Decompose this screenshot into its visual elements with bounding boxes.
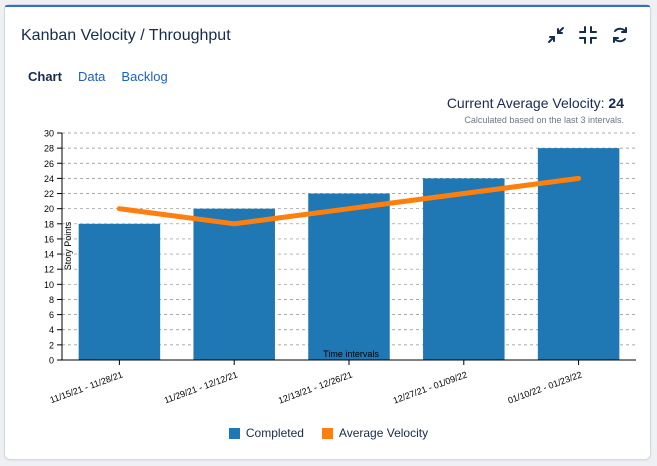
legend-swatch-completed <box>228 427 240 439</box>
y-tick-label: 10 <box>44 280 54 290</box>
y-tick-label: 8 <box>49 295 54 305</box>
y-tick-label: 16 <box>44 234 54 244</box>
x-tick-label: 12/27/21 - 01/09/22 <box>392 369 469 405</box>
chart-legend: Completed Average Velocity <box>5 426 652 440</box>
y-tick-label: 4 <box>49 325 54 335</box>
bar-completed <box>78 223 161 360</box>
x-tick-label: 11/15/21 - 11/28/21 <box>49 369 125 405</box>
fullscreen-exit-icon[interactable] <box>578 25 598 45</box>
tab-chart[interactable]: Chart <box>28 69 62 84</box>
x-axis-title: Time intervals <box>323 349 379 359</box>
view-tabs: Chart Data Backlog <box>28 69 168 84</box>
y-tick-label: 20 <box>44 204 54 214</box>
y-tick-label: 30 <box>44 129 54 139</box>
x-tick-label: 11/29/21 - 12/12/21 <box>163 369 239 405</box>
current-velocity-value: 24 <box>608 95 624 111</box>
velocity-widget: Kanban Velocity / Throughput Chart Data … <box>4 4 651 460</box>
widget-toolbar <box>546 25 630 45</box>
bar-completed <box>193 208 275 360</box>
y-tick-label: 22 <box>44 189 54 199</box>
tab-backlog[interactable]: Backlog <box>121 69 168 84</box>
collapse-icon[interactable] <box>546 25 566 45</box>
y-axis-title: Story Points <box>63 221 73 270</box>
accent-bar <box>5 5 650 7</box>
legend-item-average[interactable]: Average Velocity <box>321 426 429 440</box>
x-tick-label: 12/13/21 - 12/26/21 <box>277 369 354 405</box>
bar-completed <box>423 178 505 360</box>
legend-item-completed[interactable]: Completed <box>228 426 304 440</box>
y-tick-label: 26 <box>44 159 54 169</box>
tab-data[interactable]: Data <box>77 69 106 84</box>
line-average-velocity <box>116 175 582 227</box>
velocity-note: Calculated based on the last 3 intervals… <box>464 115 624 125</box>
current-velocity-label: Current Average Velocity: <box>446 95 609 111</box>
legend-swatch-average <box>321 427 333 439</box>
y-tick-label: 14 <box>44 250 54 260</box>
legend-label-average: Average Velocity <box>338 426 429 440</box>
y-tick-label: 12 <box>44 265 54 275</box>
x-tick-label: 01/10/22 - 01/23/22 <box>506 369 583 405</box>
y-tick-label: 28 <box>44 144 54 154</box>
current-velocity: Current Average Velocity: 24 <box>447 95 624 111</box>
widget-title: Kanban Velocity / Throughput <box>21 27 231 44</box>
legend-label-completed: Completed <box>245 426 304 440</box>
bar-completed <box>308 193 390 360</box>
refresh-icon[interactable] <box>610 25 630 45</box>
y-tick-label: 24 <box>44 174 54 184</box>
y-tick-label: 2 <box>49 340 54 350</box>
y-tick-label: 6 <box>49 310 54 320</box>
y-tick-label: 0 <box>49 356 54 366</box>
y-tick-label: 18 <box>44 219 54 229</box>
